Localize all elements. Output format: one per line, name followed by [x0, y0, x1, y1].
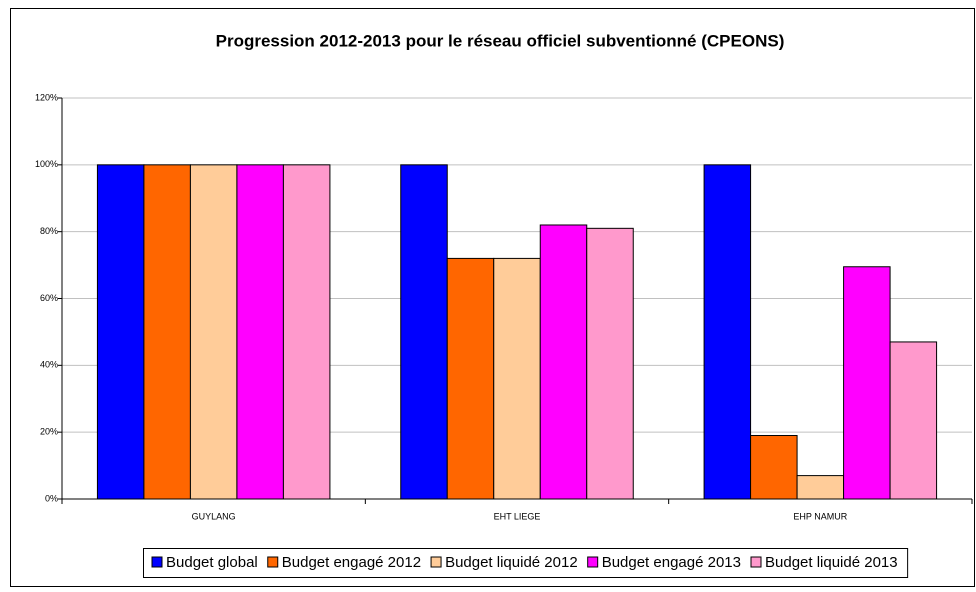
x-tick-label: EHP NAMUR — [793, 511, 847, 521]
bar — [189, 164, 238, 500]
y-tick-label: 20% — [40, 427, 58, 437]
bar — [796, 475, 845, 500]
legend-swatch — [267, 556, 279, 568]
chart-title: Progression 2012-2013 pour le réseau off… — [216, 31, 785, 50]
bar — [703, 164, 752, 500]
legend-label: Budget engagé 2012 — [282, 554, 421, 571]
bar — [493, 257, 541, 500]
y-tick-label: 40% — [40, 360, 58, 370]
legend-swatch — [750, 556, 762, 568]
bar — [539, 224, 588, 500]
bar — [586, 227, 634, 500]
bar — [889, 341, 938, 500]
bar — [750, 435, 798, 500]
legend-label: Budget engagé 2013 — [602, 554, 741, 571]
legend-swatch — [587, 556, 599, 568]
bar — [143, 164, 191, 500]
legend-label: Budget liquidé 2012 — [445, 554, 578, 571]
legend-label: Budget liquidé 2013 — [765, 554, 898, 571]
y-tick-label: 0% — [45, 493, 58, 503]
legend-swatch — [151, 556, 163, 568]
x-tick-label: GUYLANG — [192, 511, 236, 521]
bar — [446, 257, 495, 500]
legend-swatch — [430, 556, 442, 568]
x-tick-label: EHT LIEGE — [494, 511, 541, 521]
y-tick-label: 120% — [35, 92, 58, 102]
bar — [400, 164, 448, 500]
legend-box — [143, 548, 909, 578]
bar — [96, 164, 145, 500]
bar — [236, 164, 284, 500]
bar — [282, 164, 331, 500]
y-tick-label: 100% — [35, 159, 58, 169]
y-tick-label: 80% — [40, 226, 58, 236]
legend-label: Budget global — [166, 554, 258, 571]
y-tick-label: 60% — [40, 293, 58, 303]
bar — [843, 266, 891, 500]
